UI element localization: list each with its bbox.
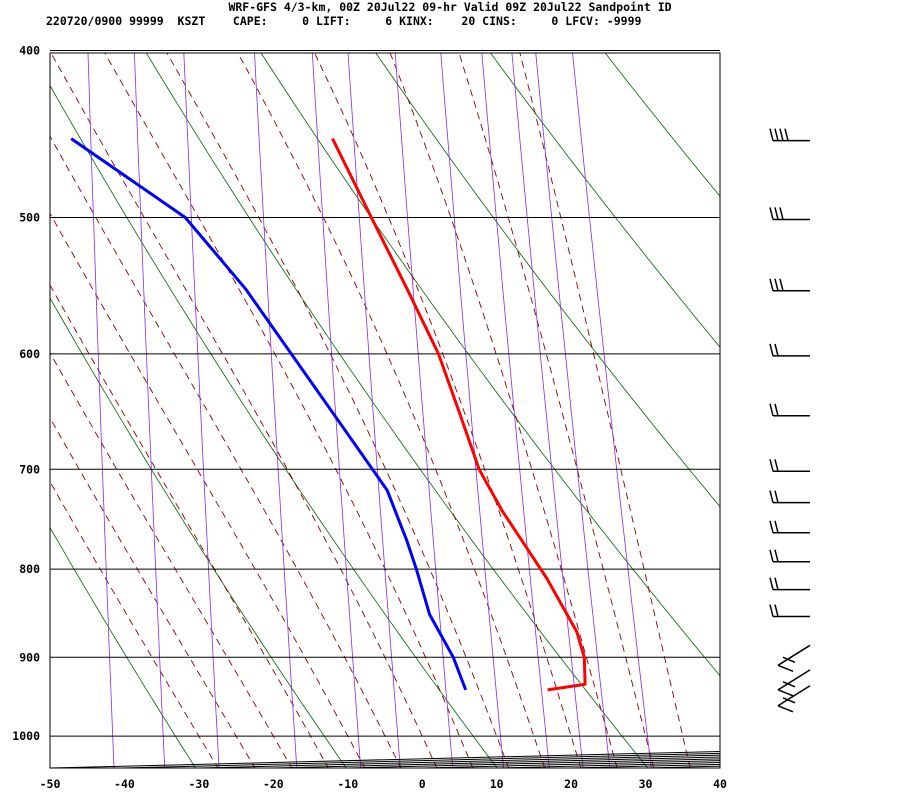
pressure-tick-labels: 400 500 600 700 800 900 1000 — [12, 44, 40, 744]
mixing-ratio-line — [87, 53, 115, 768]
temperature-tick-label: 30 — [639, 777, 653, 791]
temperature-tick-label: 20 — [564, 777, 578, 791]
wind-barb — [777, 669, 811, 697]
wind-barb — [769, 278, 810, 292]
wind-barb — [769, 128, 810, 142]
isotherm-line — [422, 760, 720, 768]
dewpoint-trace — [70, 137, 468, 691]
mixing-ratio-line — [311, 53, 362, 768]
pressure-tick-label: 700 — [19, 462, 40, 476]
moist-adiabat — [458, 53, 655, 768]
pressure-tick-label: 1000 — [12, 729, 40, 743]
wind-barb — [769, 207, 810, 221]
isotherm-line — [496, 761, 720, 768]
pressure-tick-label: 800 — [19, 562, 40, 576]
temperature-tick-label: -10 — [337, 777, 358, 791]
isotherm-line — [198, 754, 720, 768]
grid-lines — [50, 50, 720, 768]
moist-adiabat — [50, 135, 402, 768]
wind-barb — [769, 549, 810, 563]
moist-adiabat — [237, 53, 546, 768]
temperature-tick-label: -20 — [263, 777, 284, 791]
pressure-tick-label: 400 — [19, 44, 40, 58]
pressure-tick-label: 500 — [19, 210, 40, 224]
wind-barb — [769, 490, 810, 504]
mixing-ratio-line — [254, 53, 298, 768]
temperature-tick-label: 0 — [419, 777, 426, 791]
wind-barb — [777, 644, 811, 673]
mixing-ratio-line — [440, 53, 504, 768]
dry-adiabat — [50, 84, 498, 768]
moist-adiabat — [389, 53, 618, 768]
moist-adiabat — [104, 53, 474, 768]
dry-adiabat — [375, 53, 720, 508]
moist-adiabat — [50, 417, 256, 768]
pressure-tick-label: 600 — [19, 347, 40, 361]
moist-adiabat — [50, 284, 329, 768]
moist-adiabat — [50, 212, 366, 768]
wind-barb — [769, 577, 810, 591]
mixing-ratio-line — [511, 53, 584, 768]
wind-barb — [769, 343, 810, 357]
wind-barb — [769, 520, 810, 534]
dry-adiabat — [800, 12, 900, 780]
temperature-tick-labels: -50 -40 -30 -20 -10 0 10 20 30 40 — [40, 777, 727, 791]
isotherm-line — [124, 752, 720, 768]
temperature-tick-label: -50 — [40, 777, 61, 791]
isotherm-line — [273, 756, 720, 768]
dry-adiabat — [145, 53, 649, 768]
dry-adiabat — [490, 53, 720, 348]
mixing-ratio-line — [133, 53, 166, 768]
moist-adiabat — [314, 53, 582, 768]
wind-barb — [777, 685, 811, 713]
dry-adiabat — [260, 53, 720, 677]
mixing-ratio-line — [183, 53, 220, 768]
wind-barb — [769, 604, 810, 618]
temperature-tick-label: 40 — [713, 777, 727, 791]
temperature-trace — [331, 137, 587, 692]
isotherm-line — [645, 765, 720, 768]
isotherm-line — [719, 767, 720, 768]
dry-adiabat — [50, 297, 347, 768]
temperature-tick-label: -30 — [188, 777, 209, 791]
temperature-tick-label: 10 — [490, 777, 504, 791]
dry-adiabat — [604, 53, 720, 197]
dry-adiabat — [719, 53, 720, 54]
mixing-ratio-line — [394, 53, 454, 768]
mixing-ratio-line — [347, 53, 401, 768]
moist-adiabat — [50, 351, 293, 768]
moist-adiabat — [166, 53, 510, 768]
dry-adiabat — [50, 526, 197, 768]
wind-barb — [769, 403, 810, 417]
wind-barb — [769, 459, 810, 473]
mixing-ratio-line — [572, 53, 652, 768]
wind-barbs — [769, 128, 811, 713]
mixing-ratio-line — [535, 53, 611, 768]
moist-adiabat — [50, 53, 438, 768]
chart-title: WRF-GFS 4/3-km, 00Z 20Jul22 09-hr Valid … — [228, 0, 672, 14]
station-indices: 220720/0900 99999 KSZT CAPE: 0 LIFT: 6 K… — [46, 14, 642, 28]
isotherm-line — [571, 763, 720, 768]
temperature-tick-label: -40 — [114, 777, 135, 791]
isotherm-line — [50, 750, 720, 768]
moist-adiabat — [519, 53, 691, 768]
mixing-ratio-line — [481, 53, 550, 768]
traces — [70, 137, 587, 692]
background-lines — [50, 12, 900, 780]
moist-adiabat — [50, 480, 219, 768]
plot-frame — [49, 52, 721, 769]
pressure-tick-label: 900 — [19, 650, 40, 664]
